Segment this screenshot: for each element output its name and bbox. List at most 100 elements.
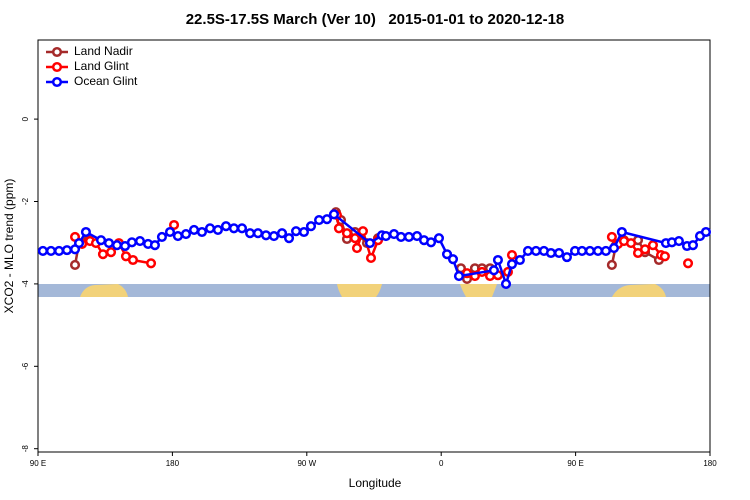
point [321,214,333,225]
point [659,251,670,262]
point [126,237,137,248]
point [189,224,200,235]
point [700,226,712,238]
point [328,209,340,220]
y-tick-label: 0 [21,116,30,121]
legend-marker [51,46,63,58]
point [228,223,239,234]
legend-marker [51,61,63,73]
point [97,249,109,260]
point [425,237,437,248]
point [298,226,310,238]
point [45,245,57,256]
point [606,259,617,271]
land-patch [612,284,666,297]
point [290,226,302,237]
point [74,238,85,249]
map-strip [38,284,710,297]
point [351,243,363,254]
point [687,240,699,251]
x-tick-label: 90 E [567,459,583,468]
point [608,243,620,254]
point [341,228,353,239]
point [111,240,123,251]
series-line [75,215,688,276]
land-patch [80,284,128,297]
point [500,278,512,289]
series [37,209,712,289]
point [600,245,611,256]
point [682,258,694,269]
point [395,231,407,242]
y-tick-label: -4 [21,280,30,288]
y-axis-label: XCO2 - MLO trend (ppm) [2,179,16,314]
point [276,228,288,239]
point [164,226,176,238]
point [349,233,361,244]
point [639,244,651,255]
legend-marker [51,76,63,88]
point [172,231,183,242]
point [80,226,91,238]
point [37,245,48,256]
point [145,258,157,269]
point [127,254,139,266]
x-tick-label: 90 E [30,459,46,468]
plot-frame [37,39,711,453]
point [647,240,659,251]
point [514,254,525,266]
legend-label: Land Nadir [74,44,133,58]
chart-title: 22.5S-17.5S March (Ver 10) 2015-01-01 to… [186,11,565,28]
point [673,236,684,247]
legend-label: Ocean Glint [74,74,138,88]
point [606,231,617,242]
x-tick-label: 180 [166,459,180,468]
y-tick-label: -6 [21,362,30,370]
point [103,238,114,249]
point [492,254,503,266]
point [506,250,518,261]
point [576,245,588,256]
series [69,210,694,282]
point [156,231,167,242]
point [180,229,192,240]
point [236,223,248,234]
point [545,247,557,259]
point [283,233,295,244]
point [365,252,377,263]
point [212,224,223,235]
legend-label: Land Glint [74,59,129,73]
point [453,271,465,282]
point [506,259,518,270]
point [488,265,499,276]
point [196,226,208,238]
point [522,245,534,256]
point [403,231,414,242]
y-tick-label: -8 [21,445,30,453]
point [530,245,542,256]
point [252,228,264,239]
point [260,230,272,241]
point [447,254,459,265]
point [149,240,160,251]
point [95,235,107,246]
point [105,247,117,258]
point [61,245,73,256]
x-tick-label: 90 W [297,459,316,468]
point [561,252,572,263]
point [584,245,595,256]
point [313,214,325,226]
point [245,228,256,239]
point [433,233,445,244]
point [69,259,81,271]
land-patch [460,284,497,297]
point [333,223,344,234]
land-patch [337,284,382,297]
point [411,231,423,242]
x-tick-label: 0 [439,459,444,468]
y-tick-label: -2 [21,197,30,205]
point [364,238,376,249]
point [134,236,146,247]
point [268,231,279,242]
